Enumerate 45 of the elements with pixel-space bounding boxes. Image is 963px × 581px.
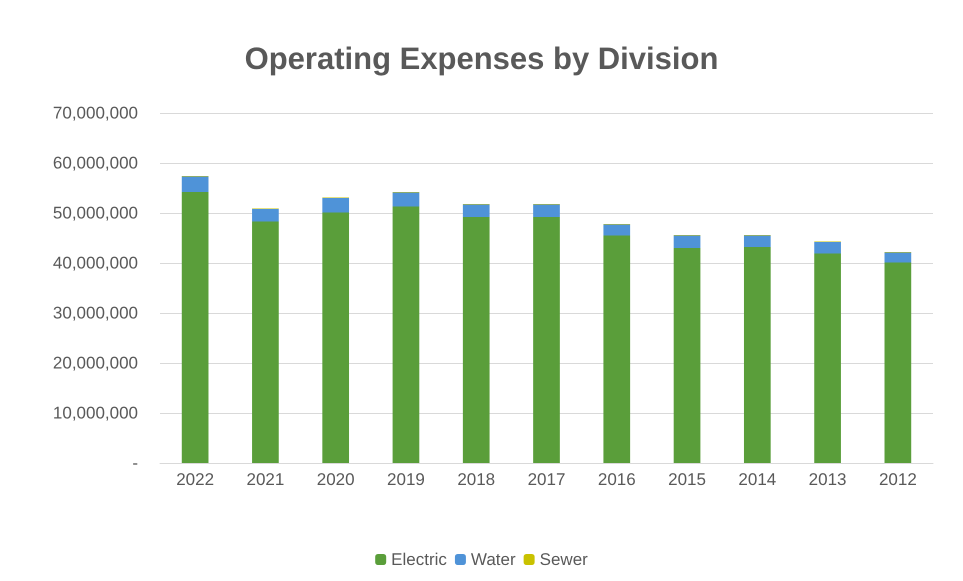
- bar: [674, 236, 700, 248]
- y-tick-label: 50,000,000: [52, 204, 138, 222]
- x-tick-label: 2013: [808, 470, 847, 489]
- x-tick-label: 2019: [387, 470, 425, 489]
- x-tick-label: 2015: [668, 470, 706, 489]
- x-tick-label: 2014: [738, 470, 776, 489]
- bar: [744, 247, 771, 463]
- y-tick-label: 30,000,000: [52, 304, 138, 322]
- y-tick-label: 70,000,000: [52, 104, 138, 122]
- bar: [252, 222, 279, 463]
- y-tick-label: -: [132, 454, 138, 472]
- bar: [462, 204, 490, 217]
- x-tick-label: 2021: [246, 470, 284, 489]
- x-tick-label: 2018: [457, 470, 496, 489]
- bar: [252, 209, 279, 222]
- y-tick-label: 40,000,000: [52, 254, 138, 272]
- x-tick-label: 2016: [598, 470, 636, 489]
- x-tick-label: 2012: [878, 470, 917, 489]
- bar: [392, 192, 420, 206]
- bar: [322, 212, 350, 463]
- bar: [182, 176, 208, 192]
- y-tick-label: 20,000,000: [52, 354, 138, 372]
- bar: [462, 217, 490, 463]
- bar: [884, 262, 912, 463]
- legend-label: Electric: [391, 550, 448, 569]
- bar: [814, 242, 841, 254]
- bar: [533, 217, 560, 463]
- bar: [392, 206, 420, 463]
- bar: [182, 192, 208, 463]
- bar: [744, 236, 771, 247]
- x-tick-label: 2017: [528, 470, 566, 489]
- bar: [322, 198, 350, 212]
- legend-label: Water: [470, 550, 516, 569]
- y-tick-label: 10,000,000: [52, 404, 138, 422]
- bar: [603, 224, 630, 236]
- bar: [533, 204, 560, 217]
- chart-title: Operating Expenses by Division: [244, 41, 718, 76]
- bar: [603, 236, 630, 463]
- y-tick-label: 60,000,000: [52, 154, 138, 172]
- x-tick-label: 2022: [176, 470, 214, 489]
- legend-label: Sewer: [540, 550, 588, 569]
- bar: [814, 254, 841, 463]
- bar: [674, 248, 700, 463]
- x-tick-label: 2020: [316, 470, 355, 489]
- bar: [884, 252, 912, 262]
